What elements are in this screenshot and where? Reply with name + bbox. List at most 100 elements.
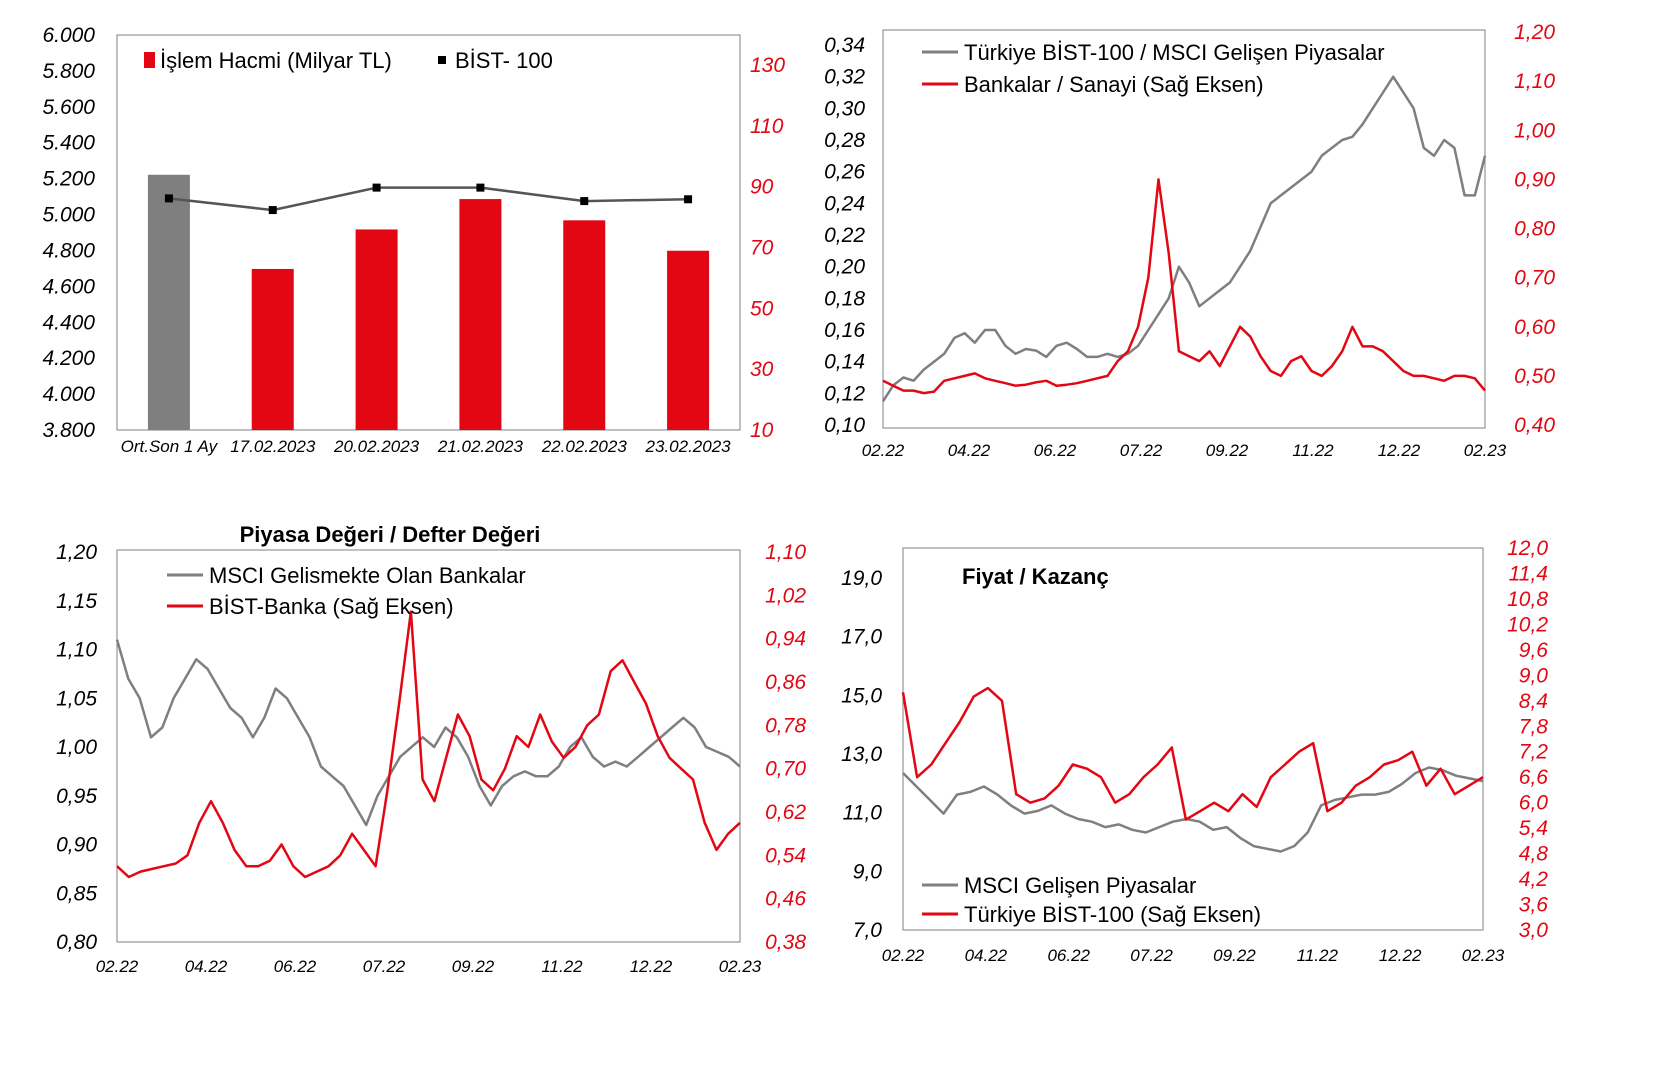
x-tick: 04.22 [185,957,228,976]
x-tick: 06.22 [274,957,317,976]
series-line-left [115,639,741,827]
chart-title: Fiyat / Kazanç [962,564,1109,589]
line-marker-bist100 [580,197,589,206]
y-right-tick: 0,60 [1514,316,1555,339]
y-left-tick: 0,10 [824,414,865,437]
y-left-tick: 17,0 [841,626,882,649]
legend-swatch-bist100 [438,56,446,64]
y-left-tick: 0,16 [824,319,865,342]
y-right-tick: 4,8 [1519,843,1549,866]
y-right-tick: 3,0 [1519,919,1549,942]
y-left-tick: 4.800 [42,239,95,262]
y-left-tick: 0,18 [824,287,865,310]
series-line-right [882,178,1486,395]
x-tick: 02.23 [1462,946,1505,965]
y-left-tick: 0,80 [56,931,97,954]
bar-islem-hacmi [667,250,710,430]
y-left-tick: 0,24 [824,192,865,215]
y-right-tick: 6,6 [1519,766,1549,789]
bar-islem-hacmi [147,174,190,430]
legend-label: BİST-Banka (Sağ Eksen) [209,594,454,619]
bar-islem-hacmi [251,268,294,430]
y-left-tick: 15,0 [841,684,882,707]
y-right-tick: 0,86 [765,671,806,694]
y-right-tick: 4,2 [1519,868,1549,891]
legend-label: Türkiye BİST-100 / MSCI Gelişen Piyasala… [964,40,1385,65]
y-right-tick: 0,38 [765,931,806,954]
y-right-tick: 0,46 [765,888,806,911]
y-right-tick: 1,02 [765,584,806,607]
x-tick: 06.22 [1047,946,1090,965]
y-right-tick: 0,78 [765,714,806,737]
y-right-tick: 0,54 [765,844,806,867]
y-right-tick: 1,20 [1514,21,1555,44]
plot-frame [116,34,741,431]
y-left-tick: 0,95 [56,785,97,808]
line-marker-bist100 [268,206,277,215]
y-right-tick: 30 [750,358,774,381]
bar-islem-hacmi [563,220,606,430]
y-left-tick: 5.800 [42,60,95,83]
x-tick: 12.22 [630,957,673,976]
x-tick: Ort.Son 1 Ay [121,437,219,456]
y-left-tick: 5.600 [42,96,95,119]
x-tick: 07.22 [1120,441,1163,460]
y-right-tick: 90 [750,176,774,199]
y-right-tick: 130 [750,54,785,77]
y-left-tick: 4.000 [42,383,95,406]
y-left-tick: 0,34 [824,34,865,57]
bar-islem-hacmi [355,229,398,430]
y-left-tick: 1,05 [56,687,97,710]
x-tick: 07.22 [1130,946,1173,965]
y-left-tick: 1,20 [56,541,97,564]
x-tick: 20.02.2023 [333,437,420,456]
y-left-tick: 0,14 [824,351,865,374]
x-tick: 09.22 [1206,441,1249,460]
y-right-tick: 5,4 [1519,817,1548,840]
x-tick: 02.23 [719,957,762,976]
legend-label-islem-hacmi: İşlem Hacmi (Milyar TL) [160,48,392,73]
x-tick: 07.22 [363,957,406,976]
y-right-tick: 110 [750,115,784,138]
y-left-tick: 0,32 [824,66,865,89]
y-left-tick: 0,90 [56,834,97,857]
y-right-tick: 7,2 [1519,741,1549,764]
y-left-tick: 0,28 [824,129,865,152]
y-right-tick: 10 [750,419,774,442]
x-tick: 02.22 [96,957,139,976]
y-left-tick: 5.400 [42,132,95,155]
y-right-tick: 0,94 [765,628,806,651]
x-tick: 23.02.2023 [645,437,732,456]
y-left-tick: 4.400 [42,311,95,334]
y-right-tick: 10,2 [1507,613,1548,636]
line-marker-bist100 [476,183,485,192]
y-right-tick: 12,0 [1507,537,1548,560]
y-right-tick: 1,10 [1514,70,1555,93]
y-right-tick: 70 [750,237,774,260]
series-line-bist100 [168,186,689,212]
y-right-tick: 10,8 [1507,588,1548,611]
x-tick: 17.02.2023 [230,437,316,456]
y-left-tick: 11,0 [843,802,883,825]
line-marker-bist100 [164,194,173,203]
y-left-tick: 9,0 [853,860,883,883]
x-tick: 04.22 [965,946,1008,965]
y-right-tick: 0,50 [1514,365,1555,388]
x-tick: 02.22 [862,441,905,460]
y-right-tick: 6,0 [1519,792,1549,815]
y-left-tick: 0,20 [824,256,865,279]
y-left-tick: 0,22 [824,224,865,247]
plot-frame [882,29,1486,429]
y-right-tick: 50 [750,297,774,320]
y-left-tick: 19,0 [841,567,882,590]
y-left-tick: 0,26 [824,161,865,184]
y-right-tick: 1,00 [1514,119,1555,142]
x-tick: 11.22 [1292,441,1334,460]
y-right-tick: 9,6 [1519,639,1549,662]
y-left-tick: 4.200 [42,347,95,370]
x-tick: 06.22 [1034,441,1077,460]
legend-label: MSCI Gelişen Piyasalar [964,873,1196,898]
x-tick: 11.22 [1297,946,1339,965]
